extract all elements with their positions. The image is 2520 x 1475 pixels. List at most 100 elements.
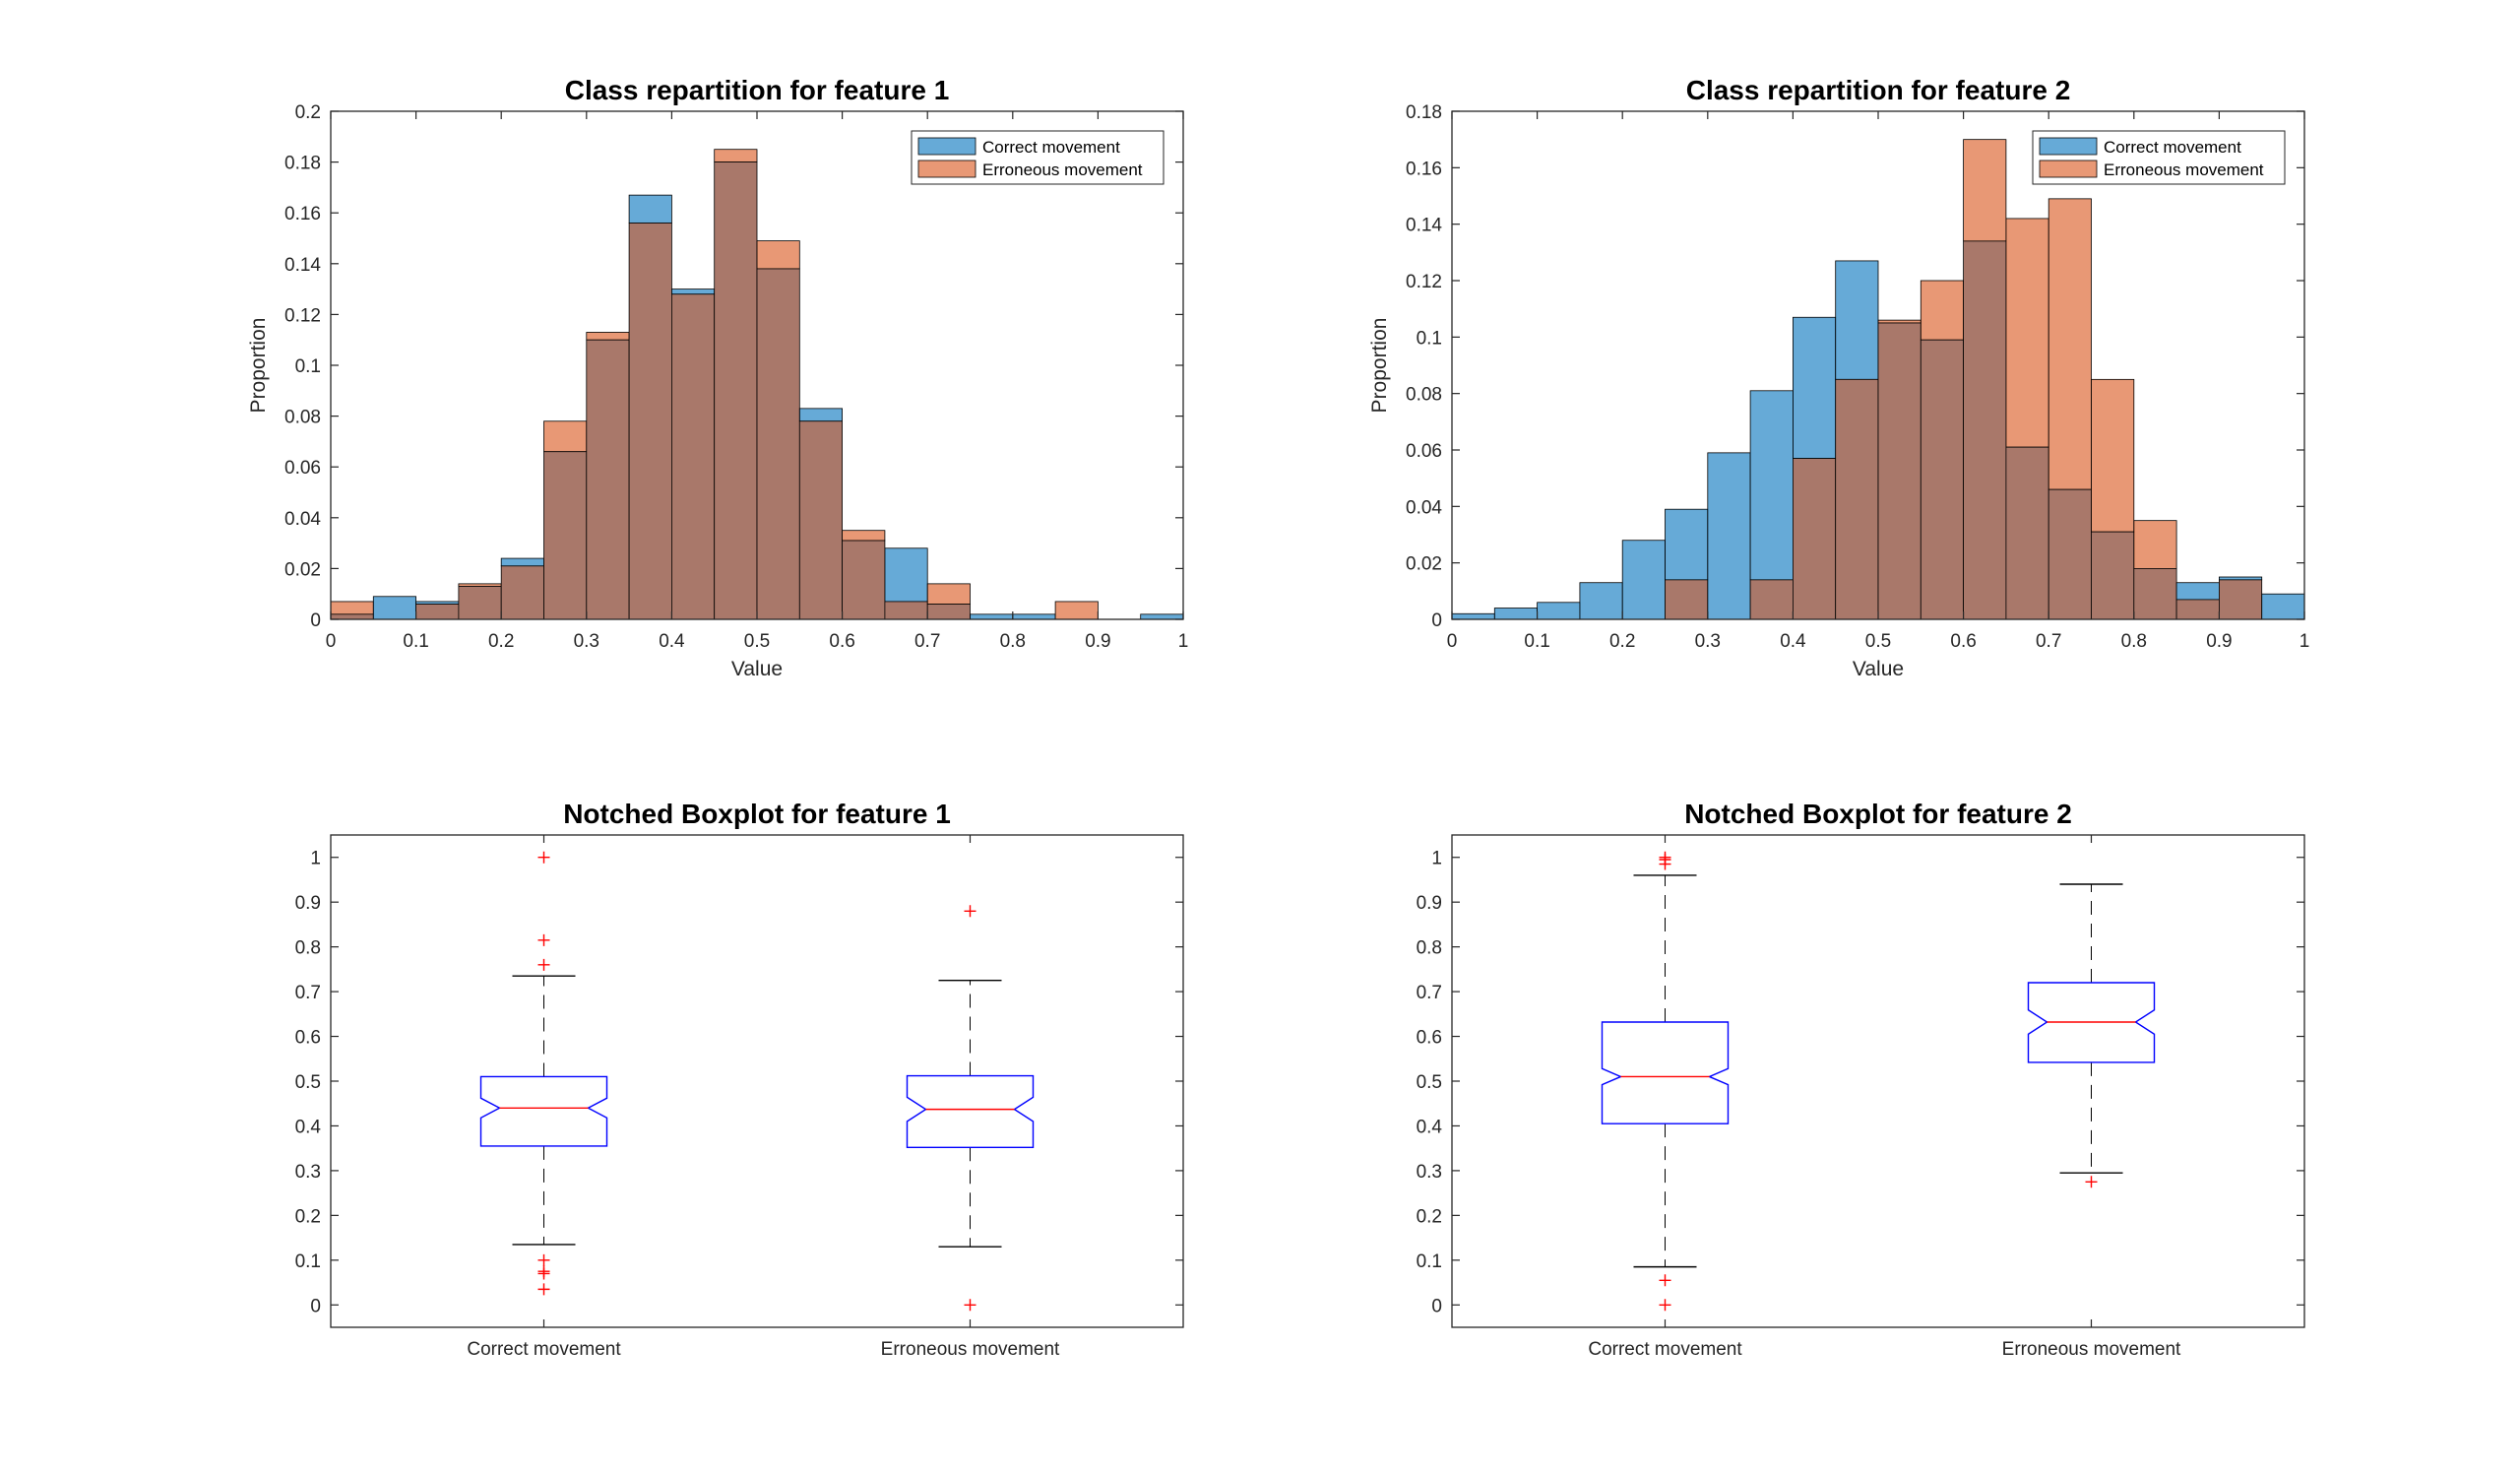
bar-overlap <box>2005 446 2049 620</box>
bar-correct <box>1579 582 1623 620</box>
legend-swatch-correct <box>917 137 976 156</box>
x-tick-label: 0.2 <box>488 631 514 652</box>
bar-erroneous <box>926 583 971 605</box>
x-tick-label: 0.4 <box>659 631 685 652</box>
y-tick-label: 0.18 <box>284 154 321 174</box>
y-tick-label: 0.9 <box>295 893 321 914</box>
outlier-marker <box>537 1283 550 1296</box>
bar-erroneous <box>2005 218 2049 448</box>
bar-overlap <box>714 161 758 620</box>
y-tick-label: 0.02 <box>284 559 321 580</box>
x-axis-label: Value <box>731 658 783 680</box>
x-tick-label: 0.6 <box>1950 631 1976 652</box>
bar-overlap <box>586 339 630 620</box>
x-tick-label: 0.4 <box>1780 631 1806 652</box>
x-tick-label: 0.9 <box>1085 631 1110 652</box>
bar-correct <box>1012 613 1056 620</box>
bar-correct <box>1665 508 1709 581</box>
bar-correct <box>1749 390 1794 581</box>
bar-overlap <box>2091 531 2135 620</box>
x-tick-label: 1 <box>1178 631 1189 652</box>
bar-overlap <box>756 268 800 620</box>
y-axis-label: Proportion <box>1368 318 1391 414</box>
y-tick-label: 0.04 <box>1406 497 1442 518</box>
x-tick-label: 0.7 <box>2036 631 2061 652</box>
y-tick-label: 0.3 <box>1417 1162 1442 1183</box>
legend-swatch-correct <box>2039 137 2098 156</box>
chart-title: Notched Boxplot for feature 1 <box>563 799 951 829</box>
x-tick-label: 0 <box>1447 631 1458 652</box>
bar-overlap <box>543 451 588 620</box>
outlier-marker <box>537 1253 550 1266</box>
outlier-marker <box>537 933 550 946</box>
y-tick-label: 0.12 <box>284 305 321 326</box>
chart-title: Notched Boxplot for feature 2 <box>1684 799 2072 829</box>
outlier-marker <box>1659 1274 1671 1287</box>
x-tick-label: 0.1 <box>403 631 428 652</box>
outlier-marker <box>537 958 550 971</box>
legend-swatch-erroneous <box>917 160 976 178</box>
bar-correct <box>2175 582 2220 601</box>
bar-correct <box>970 613 1014 620</box>
y-tick-label: 0.1 <box>295 356 321 377</box>
legend: Correct movement Erroneous movement <box>911 130 1165 185</box>
y-axis-label: Proportion <box>247 318 270 414</box>
y-tick-label: 0.4 <box>1417 1117 1443 1137</box>
chart-title: Class repartition for feature 2 <box>1686 75 2071 105</box>
bar-erroneous <box>2133 520 2177 569</box>
y-tick-label: 0 <box>1431 1296 1442 1316</box>
legend-label: Correct movement <box>2104 138 2241 157</box>
bar-overlap <box>458 586 502 620</box>
x-axis-label: Value <box>1853 658 1904 680</box>
bar-overlap <box>1665 579 1709 620</box>
notched-box <box>2027 982 2156 1063</box>
x-tick-label: 0.9 <box>2206 631 2232 652</box>
axes-box <box>1451 834 2305 1328</box>
y-tick-label: 0.1 <box>1417 328 1442 349</box>
x-tick-label: 0.5 <box>744 631 770 652</box>
bar-correct <box>1451 612 1495 620</box>
legend-label: Erroneous movement <box>2104 160 2264 179</box>
y-tick-label: 1 <box>310 849 321 869</box>
y-tick-label: 0.16 <box>1406 159 1442 179</box>
histogram-panel-2: 0 0.1 0.2 0.3 0.4 0.5 0.6 0.7 0.8 0.9 1 0 0.02 0.04 0.… <box>1368 75 2309 680</box>
bar-erroneous <box>586 332 630 341</box>
y-tick-label: 0.6 <box>1417 1028 1442 1049</box>
bar-correct <box>2218 576 2263 581</box>
bar-overlap <box>926 604 971 620</box>
y-tick-label: 0.12 <box>1406 272 1442 292</box>
legend-label: Correct movement <box>982 138 1120 157</box>
bar-overlap <box>2218 579 2263 620</box>
notched-box <box>1601 1021 1730 1124</box>
x-tick-label: 0.7 <box>914 631 940 652</box>
outlier-marker <box>537 1265 550 1278</box>
outlier-marker <box>964 1299 976 1312</box>
bar-erroneous <box>2091 378 2135 533</box>
bar-overlap <box>1793 458 1837 620</box>
y-tick-label: 0.08 <box>1406 385 1442 406</box>
box-erroneous <box>906 905 1035 1312</box>
y-tick-label: 0.2 <box>295 1206 321 1227</box>
y-tick-label: 0.14 <box>1406 216 1442 236</box>
y-tick-label: 0.18 <box>1406 102 1442 123</box>
outlier-marker <box>1659 1299 1671 1312</box>
bar-erroneous <box>842 530 886 542</box>
box-erroneous <box>2027 883 2156 1188</box>
y-tick-label: 0.8 <box>1417 938 1442 959</box>
bar-erroneous <box>756 240 800 270</box>
category-label: Correct movement <box>1588 1339 1742 1360</box>
y-tick-label: 0.1 <box>295 1251 321 1272</box>
outlier-marker <box>964 905 976 918</box>
bar-overlap <box>628 223 672 620</box>
bar-erroneous <box>330 601 374 615</box>
bar-erroneous <box>714 149 758 162</box>
x-tick-label: 0.6 <box>829 631 854 652</box>
bar-correct <box>884 547 928 603</box>
notched-box <box>479 1075 608 1147</box>
bar-correct <box>372 596 416 620</box>
y-tick-label: 0.4 <box>295 1117 322 1137</box>
category-label: Erroneous movement <box>881 1339 1060 1360</box>
y-tick-label: 0 <box>310 610 321 631</box>
box-correct <box>1601 851 1730 1312</box>
bar-correct <box>671 289 716 295</box>
